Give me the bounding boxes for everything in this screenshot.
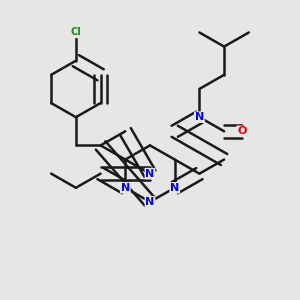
Text: N: N	[170, 183, 179, 193]
Text: N: N	[121, 183, 130, 193]
Text: Cl: Cl	[70, 28, 81, 38]
Text: N: N	[146, 169, 154, 178]
Text: O: O	[237, 126, 247, 136]
Text: N: N	[146, 197, 154, 207]
Text: N: N	[195, 112, 204, 122]
